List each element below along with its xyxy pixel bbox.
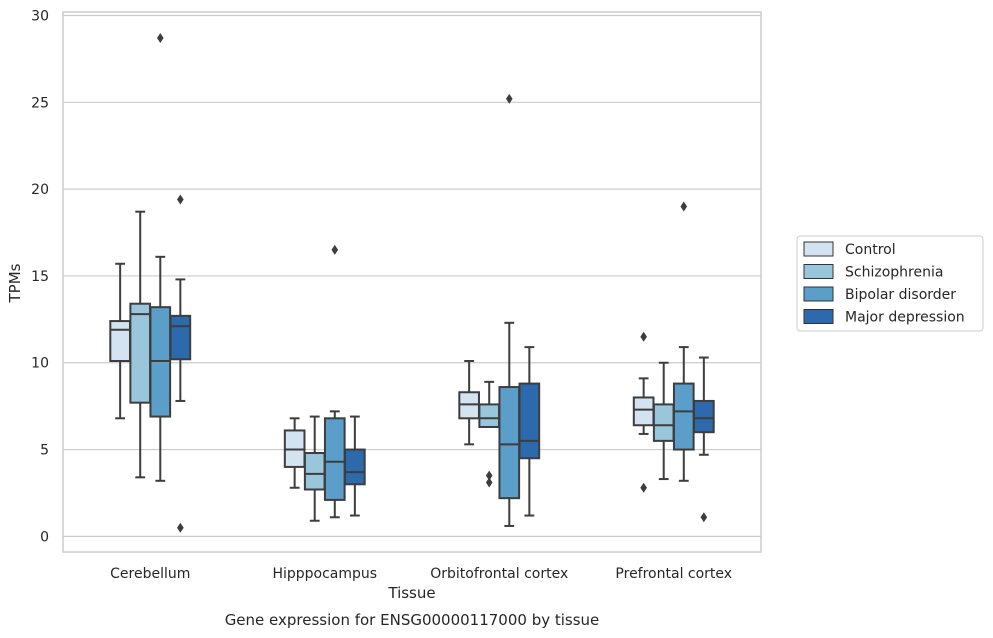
box-group	[323, 244, 346, 519]
box-body	[109, 320, 131, 363]
grid-lines	[63, 14, 761, 537]
box-body	[344, 448, 366, 486]
box-group	[149, 33, 172, 482]
outlier-point	[700, 512, 708, 523]
chart-caption: Gene expression for ENSG00000117000 by t…	[225, 611, 600, 629]
box-group	[518, 346, 541, 517]
x-tick-labels: Cerebellum Hipppocampus Orbitofrontal cort…	[110, 566, 732, 582]
legend-frame	[796, 235, 984, 332]
y-tick-label: 15	[31, 269, 49, 285]
outlier-point	[485, 477, 493, 488]
y-axis-title: TPMs	[6, 263, 24, 303]
outlier-point	[177, 522, 184, 533]
legend-label: Bipolar disorder	[845, 287, 956, 303]
legend-label: Control	[845, 242, 896, 258]
outlier-point	[640, 331, 647, 342]
box-body	[129, 302, 152, 404]
box-group	[109, 262, 131, 420]
box-body	[693, 399, 715, 434]
box-body	[498, 386, 521, 500]
box-body	[652, 403, 675, 442]
y-tick-label: 30	[31, 8, 49, 24]
x-tick-label: Hipppocampus	[272, 566, 377, 582]
legend-swatch	[803, 264, 834, 279]
legend-swatch	[803, 309, 834, 324]
box-group	[344, 415, 366, 517]
x-axis-title: Tissue	[387, 584, 435, 602]
legend-swatch	[803, 286, 834, 302]
y-tick-label: 0	[40, 529, 49, 545]
box-body	[303, 452, 326, 491]
box-group	[283, 417, 306, 489]
outlier-point	[680, 201, 688, 212]
box-body	[169, 314, 192, 361]
box-body	[518, 382, 541, 460]
outlier-point	[640, 482, 647, 493]
box-series	[109, 33, 715, 533]
outlier-point	[485, 470, 493, 481]
box-group	[693, 356, 715, 523]
y-tick-label: 25	[31, 95, 49, 111]
box-group	[652, 361, 675, 481]
box-body	[672, 382, 695, 451]
outlier-point	[505, 93, 513, 104]
box-group	[458, 360, 480, 446]
plot-area	[63, 12, 761, 552]
legend: Control Schizophrenia Bipolar disorder Majo…	[796, 235, 984, 332]
x-tick-label: Orbitofrontal cortex	[430, 566, 568, 582]
legend-label: Schizophrenia	[845, 265, 943, 281]
outlier-point	[331, 244, 339, 255]
box-group	[169, 194, 192, 533]
legend-label: Major depression	[845, 310, 965, 326]
legend-swatch	[803, 241, 834, 257]
y-tick-label: 10	[31, 356, 49, 372]
y-tick-label: 20	[31, 182, 49, 198]
y-tick-labels: 0 5 10 15 20 25 30	[31, 8, 49, 545]
x-tick-label: Prefrontal cortex	[615, 566, 732, 582]
box-group	[478, 380, 501, 488]
box-group	[129, 210, 152, 479]
box-body	[632, 396, 655, 427]
x-tick-label: Cerebellum	[110, 566, 190, 582]
outlier-point	[156, 33, 164, 44]
outlier-point	[177, 194, 184, 205]
box-body	[478, 403, 501, 428]
plot-frame	[62, 11, 762, 553]
box-body	[323, 417, 346, 501]
y-tick-label: 5	[40, 443, 49, 459]
